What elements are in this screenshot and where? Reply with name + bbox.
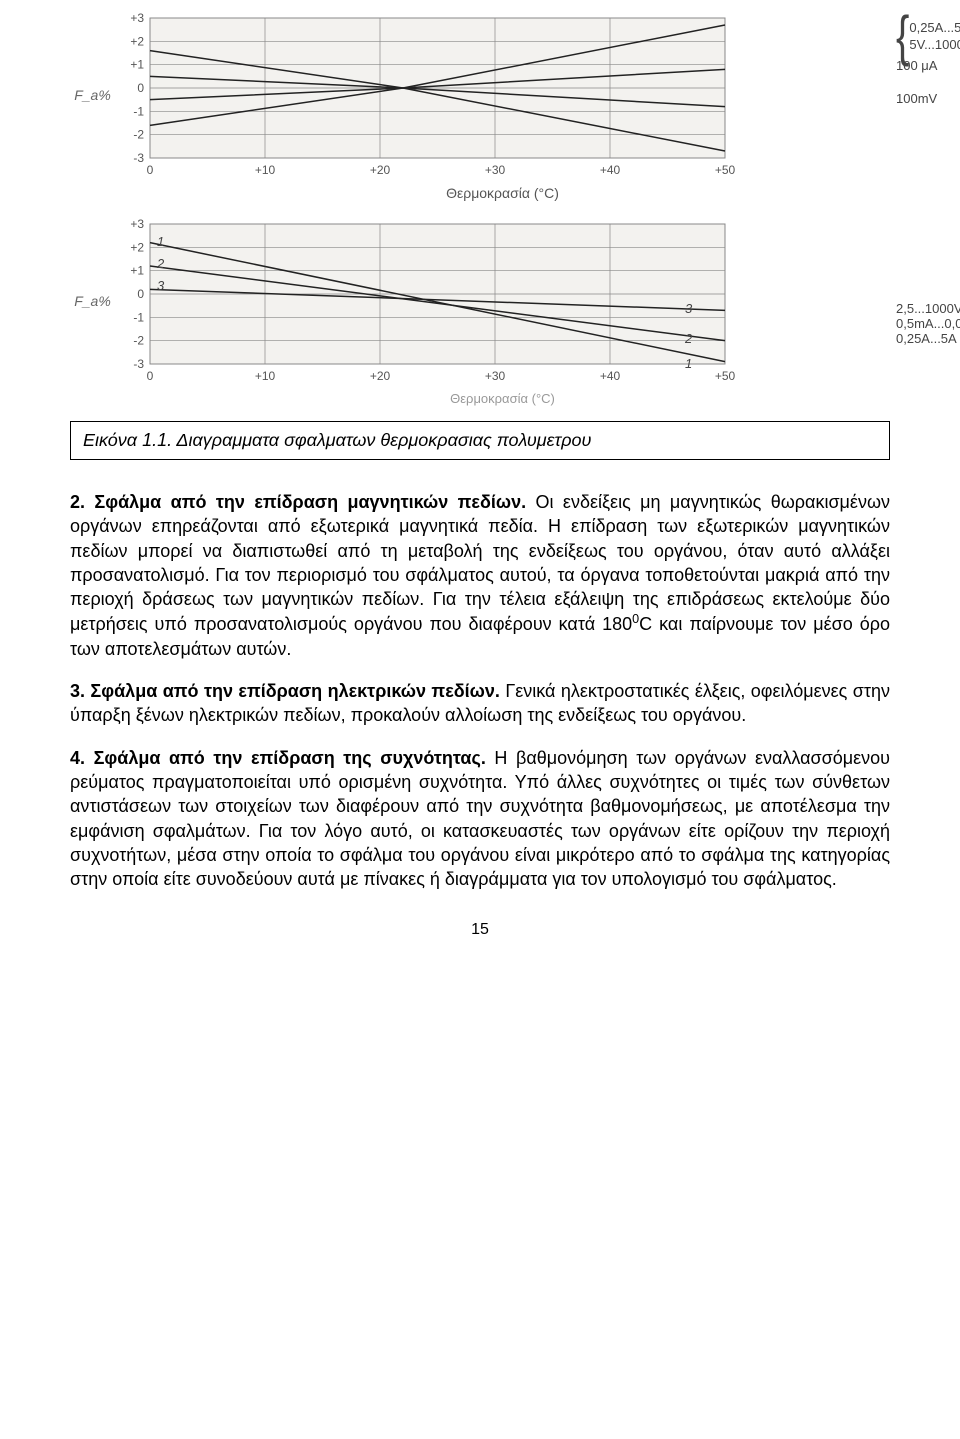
svg-text:+3: +3 <box>130 11 144 25</box>
chart2-svg: 0 +10 +20 +30 +40 +50 -3 -2 -1 0 +1 +2 +3 <box>115 216 735 386</box>
svg-text:+3: +3 <box>130 217 144 231</box>
p4-body: Η βαθμονόμηση των οργάνων εναλλασσόμενου… <box>70 748 890 889</box>
chart1-rl3: 100mV <box>896 91 960 106</box>
chart1-rl1: 5V...1000V <box>909 37 960 52</box>
svg-text:-1: -1 <box>133 104 144 118</box>
svg-text:+50: +50 <box>715 369 735 383</box>
chart2-xlabel: Θερμοκρασία (°C) <box>115 391 890 406</box>
svg-text:+10: +10 <box>255 163 276 177</box>
svg-text:+1: +1 <box>130 264 144 278</box>
chart2-rl2: 0,25A...5A <box>896 331 960 346</box>
chart1-row: F_a% 0+10+20+30+40+50-3-2-10+1+2+3 { 0,2… <box>70 10 890 180</box>
svg-text:+2: +2 <box>130 34 144 48</box>
figure-caption-box: Εικόνα 1.1. Διαγραμματα σφαλματων θερμοκ… <box>70 421 890 460</box>
body-text: 2. Σφάλμα από την επίδραση μαγνητικών πε… <box>70 490 890 891</box>
figure-caption: Εικόνα 1.1. Διαγραμματα σφαλματων θερμοκ… <box>83 430 877 451</box>
svg-text:0: 0 <box>137 81 144 95</box>
paragraph-2: 2. Σφάλμα από την επίδραση μαγνητικών πε… <box>70 490 890 661</box>
chart2-rl0: 2,5...1000V <box>896 301 960 316</box>
paragraph-4: 4. Σφάλμα από την επίδραση της συχνότητα… <box>70 746 890 892</box>
svg-text:+40: +40 <box>600 369 621 383</box>
svg-text:+10: +10 <box>255 369 276 383</box>
chart2-right-labels: 2,5...1000V 0,5mA...0,05mA 0,25A...5A <box>890 301 960 346</box>
svg-text:-3: -3 <box>133 357 144 371</box>
chart2-la2: 3 <box>157 278 164 293</box>
svg-text:0: 0 <box>147 369 154 383</box>
svg-text:+50: +50 <box>715 163 735 177</box>
svg-text:+30: +30 <box>485 163 506 177</box>
p4-heading: 4. Σφάλμα από την επίδραση της συχνότητα… <box>70 748 486 768</box>
chart1-ylabel: F_a% <box>70 87 115 103</box>
chart2-box: 0+10+20+30+40+50-3-2-10+1+2+3 1 2 3 3 2 … <box>115 216 890 386</box>
p2-heading: 2. Σφάλμα από την επίδραση μαγνητικών πε… <box>70 492 526 512</box>
svg-text:0: 0 <box>147 163 154 177</box>
svg-text:-2: -2 <box>133 334 144 348</box>
figure-area: F_a% 0+10+20+30+40+50-3-2-10+1+2+3 { 0,2… <box>70 10 890 406</box>
brace-icon: { <box>896 23 909 51</box>
svg-text:+30: +30 <box>485 369 506 383</box>
svg-text:-2: -2 <box>133 128 144 142</box>
svg-text:+20: +20 <box>370 369 391 383</box>
chart2-ra2: 1 <box>685 356 692 371</box>
paragraph-3: 3. Σφάλμα από την επίδραση ηλεκτρικών πε… <box>70 679 890 728</box>
chart2-ylabel: F_a% <box>70 293 115 309</box>
svg-text:-1: -1 <box>133 310 144 324</box>
svg-text:+40: +40 <box>600 163 621 177</box>
chart2-rl1: 0,5mA...0,05mA <box>896 316 960 331</box>
page-number: 15 <box>70 921 890 939</box>
svg-text:+20: +20 <box>370 163 391 177</box>
chart1-xlabel: Θερμοκρασία (°C) <box>115 185 890 201</box>
svg-text:0: 0 <box>137 287 144 301</box>
chart2-ra1: 2 <box>685 331 692 346</box>
svg-text:-3: -3 <box>133 151 144 165</box>
p3-heading: 3. Σφάλμα από την επίδραση ηλεκτρικών πε… <box>70 681 500 701</box>
chart1-box: 0+10+20+30+40+50-3-2-10+1+2+3 { 0,25A...… <box>115 10 890 180</box>
chart1-svg: 0 +10 +20 +30 +40 +50 -3 -2 -1 0 +1 +2 +3 <box>115 10 735 180</box>
svg-text:+1: +1 <box>130 58 144 72</box>
chart2-la0: 1 <box>157 234 164 249</box>
chart1-rl0: 0,25A...5A <box>909 20 960 35</box>
chart1-right-labels: { 0,25A...5A 5V...1000V 100 μA 100mV <box>890 20 960 106</box>
chart2-la1: 2 <box>157 256 164 271</box>
chart2-row: F_a% 0 +10 +20 +30 +40 +50 -3 -2 -1 0 +1 +2 +3 1 2 3… <box>70 216 890 386</box>
chart2-ra0: 3 <box>685 301 692 316</box>
svg-text:+2: +2 <box>130 240 144 254</box>
